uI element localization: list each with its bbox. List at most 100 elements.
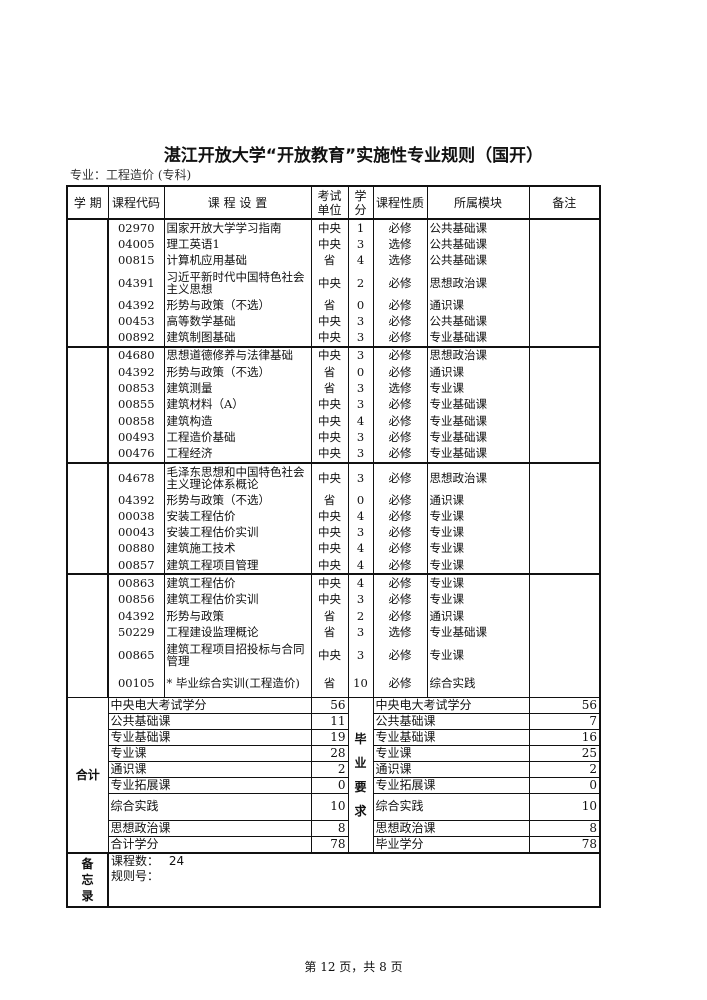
total-category: 通识课 xyxy=(107,760,312,778)
course-name: 形势与政策（不选） xyxy=(163,364,311,381)
course-name: 形势与政策 xyxy=(163,607,311,625)
remark-cell xyxy=(528,524,601,541)
table-row: 00856 建筑工程估价实训 中央 3 必修 专业课 xyxy=(67,591,601,608)
module: 专业课 xyxy=(426,557,529,575)
credits: 3 xyxy=(347,429,373,446)
module: 思想政治课 xyxy=(426,461,529,492)
remark-cell xyxy=(528,461,601,492)
memo-content: 课程数： 24 规则号： xyxy=(107,851,601,908)
requirement-value: 0 xyxy=(528,776,601,794)
summary-row: 思想政治课 8 思想政治课 8 xyxy=(67,819,601,837)
module: 专业课 xyxy=(426,573,529,592)
requirement-value: 25 xyxy=(528,744,601,762)
module: 公共基础课 xyxy=(426,236,529,253)
exam-unit: 省 xyxy=(310,668,348,698)
module: 专业课 xyxy=(426,508,529,525)
course-type: 必修 xyxy=(372,540,427,558)
exam-unit: 中央 xyxy=(310,412,348,430)
exam-unit: 中央 xyxy=(310,591,348,608)
course-type: 必修 xyxy=(372,429,427,446)
course-type: 必修 xyxy=(372,364,427,381)
course-name: * 毕业综合实训(工程造价) xyxy=(163,668,311,698)
column-header: 学 期 xyxy=(66,185,109,220)
credits: 0 xyxy=(347,296,373,314)
credits: 4 xyxy=(347,412,373,430)
module: 专业课 xyxy=(426,380,529,397)
column-header: 课程代码 xyxy=(107,185,165,220)
rule-number-label: 规则号： xyxy=(111,868,160,883)
credits: 3 xyxy=(347,524,373,541)
course-type: 必修 xyxy=(372,461,427,492)
course-code: 00857 xyxy=(117,557,155,572)
module: 公共基础课 xyxy=(426,217,529,237)
header-row: 学 期课程代码课 程 设 置考试单位 学分 课程性质 所属模块 备注 xyxy=(66,185,601,220)
course-code: 04391 xyxy=(117,275,155,290)
course-code: 00855 xyxy=(117,397,155,412)
remark-cell xyxy=(528,591,601,608)
total-value: 0 xyxy=(310,776,349,794)
table-row: 04392 形势与政策省 2 必修 通识课 xyxy=(67,607,601,625)
total-value: 19 xyxy=(310,728,349,746)
remark-cell xyxy=(528,380,601,397)
course-name: 建筑工程项目招投标与合同管理 xyxy=(163,640,311,669)
remark-cell xyxy=(528,345,601,365)
course-type: 必修 xyxy=(372,591,427,608)
exam-unit: 中央 xyxy=(310,540,348,558)
term-cell xyxy=(66,218,109,347)
credits: 2 xyxy=(347,268,373,297)
module: 专业课 xyxy=(426,540,529,558)
table-row: 02970 国家开放大学学习指南 中央 1 必修 公共基础课 xyxy=(66,217,601,347)
summary-row: 公共基础课 11 公共基础课 7 xyxy=(67,712,601,730)
module: 通识课 xyxy=(426,491,529,509)
table-row: 04392 形势与政策（不选）省 0 必修 通识课 xyxy=(67,364,601,381)
course-type: 必修 xyxy=(372,345,427,365)
course-name: 建筑工程项目管理 xyxy=(163,557,311,575)
total-category: 专业拓展课 xyxy=(107,776,312,794)
requirement-category: 专业拓展课 xyxy=(372,776,530,794)
table-row: 00892 建筑制图基础 中央 3 必修 专业基础课 xyxy=(67,329,601,347)
document-title: 湛江开放大学“开放教育”实施性专业规则（国开） xyxy=(163,146,544,166)
module: 通识课 xyxy=(426,296,529,314)
term-cell xyxy=(66,461,109,575)
summary-row: 专业基础课 19 专业基础课 16 xyxy=(67,728,601,746)
table-row: 00855 建筑材料（A） 中央 3 必修 专业基础课 xyxy=(67,396,601,413)
exam-unit: 中央 xyxy=(310,345,348,365)
term-cell xyxy=(66,345,109,463)
remark-cell xyxy=(528,607,601,625)
credits: 1 xyxy=(347,217,373,237)
course-name: 安装工程估价 xyxy=(163,508,311,525)
course-code: 00858 xyxy=(117,413,155,428)
exam-unit: 省 xyxy=(310,624,348,641)
course-type: 必修 xyxy=(372,573,427,592)
course-name: 安装工程估价实训 xyxy=(163,524,311,541)
graduation-requirement-label: 毕业要求 xyxy=(347,696,374,854)
course-type: 必修 xyxy=(372,217,427,237)
course-code: 50229 xyxy=(117,624,155,639)
summary-row: 专业课 28 专业课 25 xyxy=(67,744,601,762)
course-type: 必修 xyxy=(372,668,427,698)
requirement-category: 通识课 xyxy=(372,760,530,778)
credits: 3 xyxy=(347,591,373,608)
course-name: 建筑构造 xyxy=(163,412,311,430)
table-row: 04680 思想道德修养与法律基础 中央 3 必修 思想政治课 xyxy=(66,345,601,463)
requirement-value: 2 xyxy=(528,760,601,778)
table-row: 00880 建筑施工技术 中央 4 必修 专业课 xyxy=(67,540,601,558)
module: 专业基础课 xyxy=(426,329,529,347)
requirement-category: 专业课 xyxy=(372,744,530,762)
credits: 3 xyxy=(347,236,373,253)
exam-unit: 中央 xyxy=(310,461,348,492)
course-name: 工程经济 xyxy=(163,445,311,463)
curriculum-table: 学 期课程代码课 程 设 置考试单位 学分 课程性质 所属模块 备注 02970 国家开放… xyxy=(66,185,601,908)
exam-unit: 省 xyxy=(310,607,348,625)
course-name: 建筑工程估价实训 xyxy=(163,591,311,608)
course-type: 选修 xyxy=(372,624,427,641)
total-category: 思想政治课 xyxy=(107,819,312,837)
remark-cell xyxy=(528,640,601,669)
course-code: 00453 xyxy=(117,313,155,328)
remark-cell xyxy=(528,491,601,509)
total-value: 28 xyxy=(310,744,349,762)
course-name: 毛泽东思想和中国特色社会主义理论体系概论 xyxy=(163,461,311,492)
course-name: 思想道德修养与法律基础 xyxy=(163,345,311,365)
exam-unit: 中央 xyxy=(310,217,348,237)
course-code: 00105 xyxy=(117,675,155,690)
